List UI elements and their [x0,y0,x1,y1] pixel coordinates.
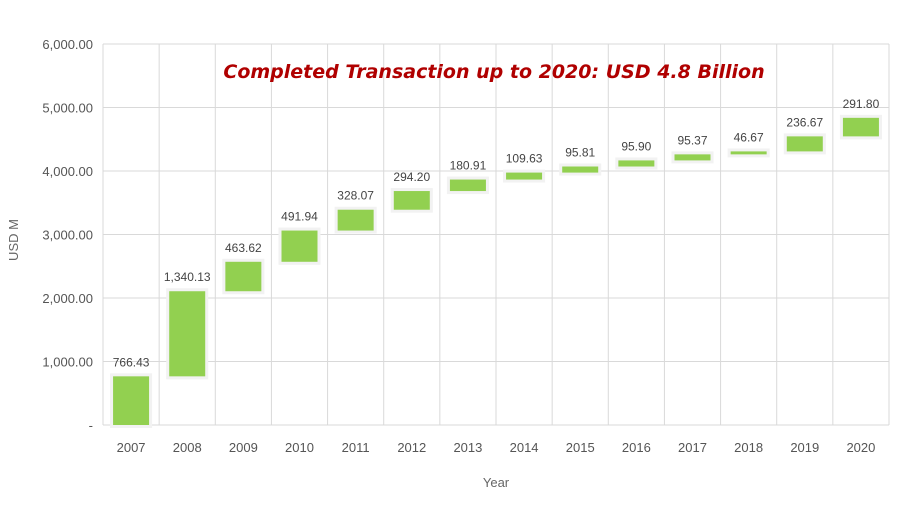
bar [618,160,655,167]
bar [730,151,767,155]
bar [281,230,318,262]
x-tick-label: 2020 [846,440,875,455]
bar [169,291,206,377]
data-label: 236.67 [786,115,823,129]
bar [225,261,262,292]
x-tick-label: 2014 [510,440,539,455]
bar [506,172,543,180]
data-label: 328.07 [337,189,374,203]
x-tick-label: 2016 [622,440,651,455]
y-tick-label: 1,000.00 [42,355,93,370]
x-tick-label: 2019 [790,440,819,455]
x-tick-label: 2018 [734,440,763,455]
data-label: 766.43 [113,355,150,369]
x-tick-label: 2007 [117,440,146,455]
y-tick-label: 2,000.00 [42,291,93,306]
data-label: 291.80 [843,97,880,111]
bar [842,117,879,137]
y-tick-label: 5,000.00 [42,101,93,116]
x-tick-label: 2017 [678,440,707,455]
y-axis-title: USD M [6,219,21,261]
data-label: 109.63 [506,152,543,166]
data-labels: 766.43 1,340.13 463.62 491.94 328.07 294.20 18… [113,97,880,369]
bar [674,154,711,161]
data-label: 463.62 [225,241,262,255]
y-tick-label: 4,000.00 [42,164,93,179]
x-tick-label: 2013 [453,440,482,455]
bar [393,191,430,210]
data-label: 46.67 [734,130,764,144]
y-tick-label: 3,000.00 [42,228,93,243]
y-tick-labels: - 1,000.00 2,000.00 3,000.00 4,000.00 5,000.0… [42,37,93,433]
data-label: 491.94 [281,210,318,224]
x-tick-label: 2009 [229,440,258,455]
x-axis-title: Year [483,475,510,490]
chart-title: Completed Transaction up to 2020: USD 4.… [223,61,764,83]
data-label: 95.81 [565,146,595,160]
x-tick-label: 2012 [397,440,426,455]
bar [786,136,823,152]
bar [113,376,150,425]
bar [562,166,599,173]
x-tick-label: 2011 [342,440,370,455]
x-tick-labels: 2007 2008 2009 2010 2011 2012 2013 2014 2015 2016… [117,440,876,455]
bar [337,209,374,231]
bar [449,179,486,192]
data-label: 294.20 [393,170,430,184]
x-tick-label: 2015 [566,440,595,455]
data-label: 1,340.13 [164,270,211,284]
y-tick-label: 6,000.00 [42,37,93,52]
grid [102,43,890,426]
y-tick-label: - [89,418,93,433]
data-label: 95.90 [621,139,651,153]
x-tick-label: 2008 [173,440,202,455]
bars [110,114,882,428]
data-label: 180.91 [450,159,487,173]
x-tick-label: 2010 [285,440,314,455]
data-label: 95.37 [677,133,707,147]
